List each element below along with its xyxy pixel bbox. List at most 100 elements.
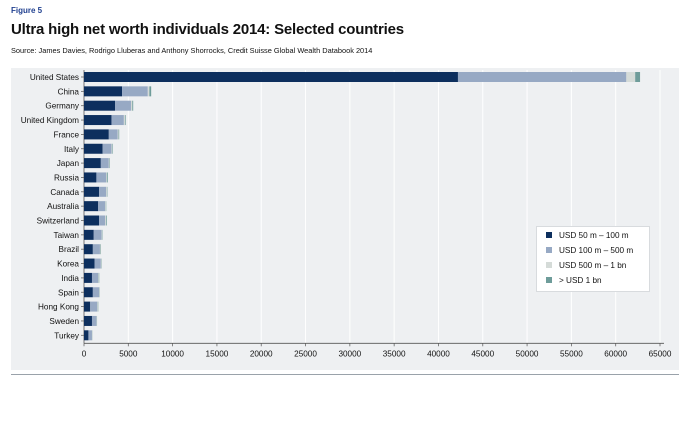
bar-italy-series-2 — [111, 143, 113, 154]
x-tick-label-45000: 45000 — [471, 349, 494, 358]
category-label-india: India — [61, 274, 79, 283]
bar-india-series-0 — [84, 272, 92, 283]
category-label-united-kingdom: United Kingdom — [21, 116, 79, 125]
bar-china-series-3 — [149, 86, 152, 97]
category-label-hong-kong: Hong Kong — [38, 303, 79, 312]
bar-taiwan-series-0 — [84, 229, 94, 240]
bar-russia-series-0 — [84, 172, 97, 183]
bar-spain-series-0 — [84, 287, 93, 298]
bar-france-series-1 — [108, 129, 118, 140]
bar-turkey-series-1 — [88, 330, 92, 341]
category-label-canada: Canada — [50, 188, 79, 197]
category-label-spain: Spain — [58, 288, 79, 297]
x-tick-label-5000: 5000 — [119, 349, 138, 358]
category-label-united-states: United States — [30, 73, 79, 82]
bar-spain-series-1 — [92, 287, 100, 298]
legend-label-100m-500m: USD 100 m – 500 m — [559, 245, 634, 255]
x-tick-label-0: 0 — [82, 349, 87, 358]
bar-russia-series-1 — [96, 172, 107, 183]
bar-france-series-2 — [117, 129, 119, 140]
category-label-china: China — [58, 87, 80, 96]
bar-france-series-0 — [84, 129, 109, 140]
bar-india-series-1 — [91, 272, 99, 283]
bar-germany-series-0 — [84, 100, 116, 111]
bar-china-series-1 — [122, 86, 148, 97]
bar-united-states-series-2 — [626, 72, 636, 82]
x-tick-label-10000: 10000 — [161, 349, 184, 358]
bar-hong-kong-series-0 — [84, 301, 91, 312]
category-label-brazil: Brazil — [59, 245, 80, 254]
x-tick-label-20000: 20000 — [250, 349, 273, 358]
x-tick-label-50000: 50000 — [516, 349, 539, 358]
bar-italy-series-0 — [84, 143, 103, 154]
bar-germany-series-2 — [130, 100, 133, 111]
bar-australia-series-1 — [98, 201, 106, 212]
bar-australia-series-2 — [105, 201, 106, 212]
bar-hong-kong-series-1 — [90, 301, 98, 312]
legend-label-500m-1bn: USD 500 m – 1 bn — [559, 260, 627, 270]
bar-india-series-3 — [98, 272, 100, 283]
chart-source: Source: James Davies, Rodrigo Lluberas a… — [11, 46, 373, 55]
bar-japan-series-2 — [108, 158, 110, 169]
legend-label-over-1bn: > USD 1 bn — [559, 275, 602, 285]
bar-germany-series-3 — [132, 100, 134, 111]
x-tick-label-35000: 35000 — [383, 349, 406, 358]
category-label-france: France — [54, 130, 80, 139]
chart-title: Ultra high net worth individuals 2014: S… — [11, 21, 404, 38]
bar-switzerland-series-2 — [105, 215, 107, 226]
bar-canada-series-0 — [84, 186, 100, 197]
bar-italy-series-3 — [112, 143, 113, 154]
legend-swatch-over-1bn — [546, 277, 552, 283]
category-label-turkey: Turkey — [54, 331, 80, 340]
bar-china-series-2 — [147, 86, 150, 97]
bar-united-states-series-0 — [84, 72, 458, 82]
category-label-japan: Japan — [57, 159, 80, 168]
category-label-russia: Russia — [54, 173, 79, 182]
legend-item-50m-100m: USD 50 m – 100 m — [546, 229, 629, 241]
bar-japan-series-1 — [100, 158, 109, 169]
category-label-germany: Germany — [45, 102, 80, 111]
bar-italy-series-1 — [102, 143, 112, 154]
bar-russia-series-2 — [106, 172, 107, 183]
bar-brazil-series-2 — [99, 244, 101, 255]
category-label-switzerland: Switzerland — [37, 217, 80, 226]
bar-taiwan-series-1 — [93, 229, 102, 240]
x-tick-label-60000: 60000 — [604, 349, 627, 358]
bar-united-states-series-1 — [457, 72, 627, 82]
legend-swatch-500m-1bn — [546, 262, 552, 268]
legend-item-over-1bn: > USD 1 bn — [546, 274, 602, 286]
bar-france-series-3 — [118, 129, 120, 140]
legend-swatch-100m-500m — [546, 247, 552, 253]
chart-legend: USD 50 m – 100 m USD 100 m – 500 m USD 5… — [536, 226, 650, 292]
bar-united-kingdom-series-1 — [111, 115, 124, 126]
bar-switzerland-series-3 — [106, 215, 107, 226]
bar-sweden-series-1 — [91, 315, 97, 326]
x-tick-label-25000: 25000 — [294, 349, 317, 358]
x-tick-label-65000: 65000 — [649, 349, 672, 358]
bar-canada-series-2 — [106, 186, 107, 197]
category-label-taiwan: Taiwan — [54, 231, 80, 240]
figure-label: Figure 5 — [11, 6, 43, 15]
bar-australia-series-0 — [84, 201, 99, 212]
bar-germany-series-1 — [115, 100, 131, 111]
category-label-italy: Italy — [64, 145, 80, 154]
bar-united-kingdom-series-2 — [123, 115, 125, 126]
bar-united-kingdom-series-3 — [124, 115, 126, 126]
category-label-korea: Korea — [57, 260, 79, 269]
bar-canada-series-1 — [99, 186, 107, 197]
bar-korea-series-1 — [94, 258, 101, 269]
x-tick-label-40000: 40000 — [427, 349, 450, 358]
category-label-australia: Australia — [47, 202, 79, 211]
bar-russia-series-3 — [106, 172, 108, 183]
bar-hong-kong-series-2 — [97, 301, 98, 312]
bar-china-series-0 — [84, 86, 123, 97]
x-tick-label-15000: 15000 — [206, 349, 229, 358]
bottom-rule — [11, 374, 679, 375]
bar-taiwan-series-2 — [101, 229, 103, 240]
bar-switzerland-series-0 — [84, 215, 100, 226]
legend-swatch-50m-100m — [546, 232, 552, 238]
bar-united-states-series-3 — [635, 72, 641, 82]
legend-item-500m-1bn: USD 500 m – 1 bn — [546, 259, 626, 271]
bar-switzerland-series-1 — [99, 215, 106, 226]
bar-canada-series-3 — [106, 186, 108, 197]
